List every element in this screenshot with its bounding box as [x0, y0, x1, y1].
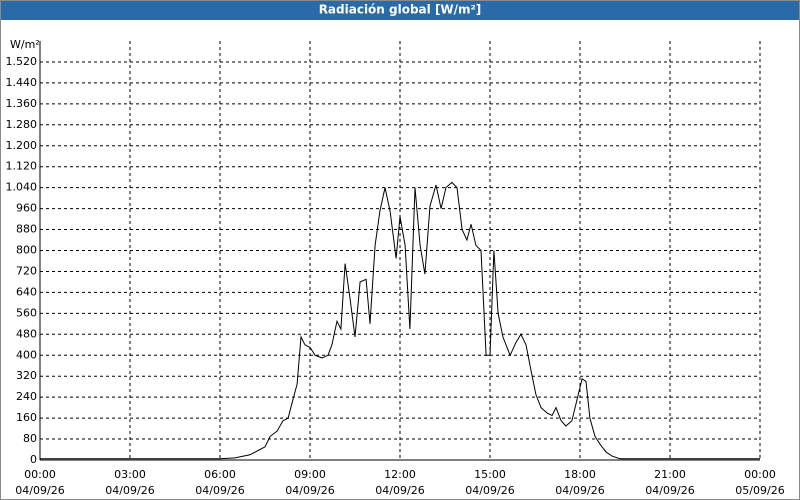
x-tick-label: 00:00	[744, 468, 776, 481]
y-tick-label: 320	[16, 369, 37, 382]
y-tick-label: 160	[16, 411, 37, 424]
y-tick-label: 880	[16, 223, 37, 236]
x-tick-date: 04/09/26	[195, 484, 244, 497]
y-tick-label: 560	[16, 306, 37, 319]
y-tick-label: 720	[16, 264, 37, 277]
y-tick-label: 1.440	[6, 76, 38, 89]
x-tick-date: 04/09/26	[375, 484, 424, 497]
y-tick-label: 0	[30, 453, 37, 466]
y-tick-label: 960	[16, 202, 37, 215]
x-tick-date: 04/09/26	[465, 484, 514, 497]
y-tick-label: 80	[23, 432, 37, 445]
data-line	[40, 181, 760, 460]
y-tick-label: 1.040	[6, 181, 38, 194]
x-tick-label: 15:00	[474, 468, 506, 481]
y-tick-label: 400	[16, 348, 37, 361]
x-tick-date: 04/09/26	[105, 484, 154, 497]
y-tick-label: 240	[16, 390, 37, 403]
x-tick-label: 03:00	[114, 468, 146, 481]
x-tick-label: 09:00	[294, 468, 326, 481]
x-tick-date: 05/09/26	[735, 484, 784, 497]
y-tick-label: 1.120	[6, 160, 38, 173]
title-bar	[0, 0, 800, 20]
x-tick-date: 04/09/26	[645, 484, 694, 497]
y-axis-label: W/m²	[10, 38, 40, 51]
y-tick-label: 800	[16, 244, 37, 257]
y-tick-label: 1.360	[6, 97, 38, 110]
y-tick-label: 1.200	[6, 139, 38, 152]
y-tick-label: 1.520	[6, 55, 38, 68]
x-tick-label: 12:00	[384, 468, 416, 481]
chart-title: Radiación global [W/m²]	[319, 3, 482, 17]
x-tick-date: 04/09/26	[15, 484, 64, 497]
y-tick-label: 1.280	[6, 118, 38, 131]
x-tick-label: 18:00	[564, 468, 596, 481]
y-tick-label: 640	[16, 285, 37, 298]
x-tick-label: 00:00	[24, 468, 56, 481]
x-tick-label: 06:00	[204, 468, 236, 481]
y-tick-label: 480	[16, 327, 37, 340]
x-tick-label: 21:00	[654, 468, 686, 481]
x-tick-date: 04/09/26	[285, 484, 334, 497]
x-tick-date: 04/09/26	[555, 484, 604, 497]
